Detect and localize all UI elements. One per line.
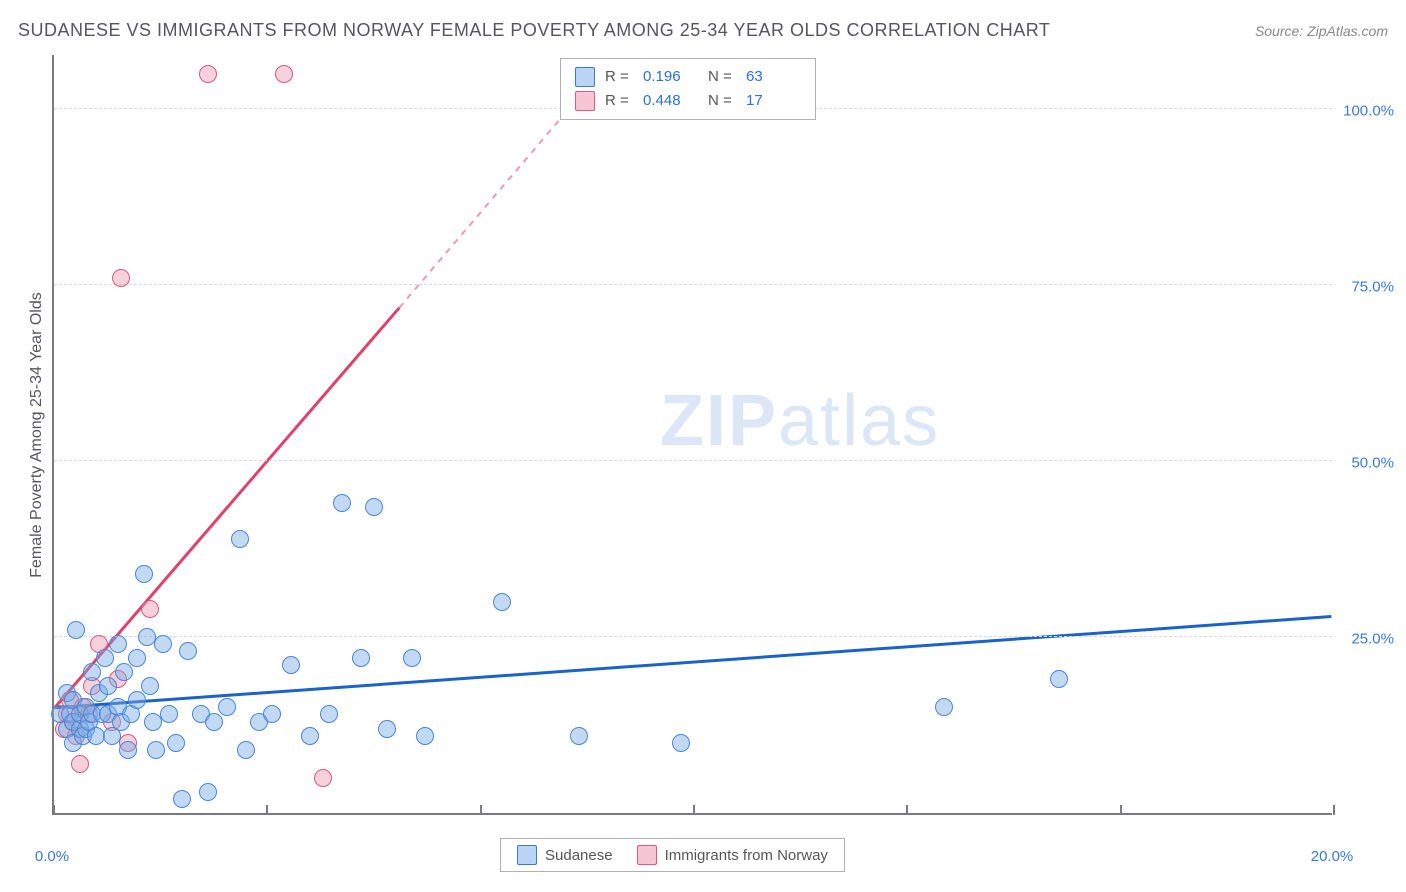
stats-row: R = 0.448 N = 17 [575, 89, 801, 113]
x-tick-label: 0.0% [35, 848, 69, 865]
data-point-blue [301, 727, 319, 745]
x-tick-mark [266, 805, 268, 815]
data-point-blue [365, 498, 383, 516]
data-point-blue [128, 691, 146, 709]
x-tick-label: 20.0% [1311, 848, 1354, 865]
data-point-pink [275, 65, 293, 83]
stat-n-value: 63 [746, 65, 801, 89]
data-point-blue [403, 649, 421, 667]
data-point-blue [135, 565, 153, 583]
stat-n-label: N = [708, 89, 736, 113]
data-point-pink [141, 600, 159, 618]
data-point-blue [109, 635, 127, 653]
data-point-blue [179, 642, 197, 660]
legend-item: Immigrants from Norway [637, 845, 828, 865]
data-point-blue [416, 727, 434, 745]
y-axis-label: Female Poverty Among 25-34 Year Olds [28, 292, 46, 578]
data-point-blue [99, 677, 117, 695]
data-point-blue [141, 677, 159, 695]
x-tick-mark [480, 805, 482, 815]
data-point-blue [115, 663, 133, 681]
x-tick-mark [1120, 805, 1122, 815]
data-point-blue [199, 783, 217, 801]
stat-n-label: N = [708, 65, 736, 89]
data-point-blue [378, 720, 396, 738]
data-point-blue [83, 663, 101, 681]
scatter-plot [52, 55, 1332, 815]
data-point-blue [173, 790, 191, 808]
data-point-blue [570, 727, 588, 745]
data-point-blue [218, 698, 236, 716]
data-point-blue [231, 530, 249, 548]
data-point-blue [160, 705, 178, 723]
x-tick-mark [53, 805, 55, 815]
data-point-blue [167, 734, 185, 752]
x-tick-mark [906, 805, 908, 815]
swatch-icon [575, 91, 595, 111]
gridline [54, 460, 1332, 461]
y-tick-label: 50.0% [1324, 455, 1394, 472]
data-point-blue [128, 649, 146, 667]
data-point-blue [96, 649, 114, 667]
stat-r-label: R = [605, 89, 633, 113]
data-point-blue [1050, 670, 1068, 688]
data-point-pink [314, 769, 332, 787]
stats-row: R = 0.196 N = 63 [575, 65, 801, 89]
x-tick-mark [693, 805, 695, 815]
legend-label: Sudanese [545, 847, 613, 864]
data-point-pink [71, 755, 89, 773]
stat-r-value: 0.196 [643, 65, 698, 89]
data-point-blue [493, 593, 511, 611]
swatch-icon [575, 67, 595, 87]
trend-line [55, 616, 1332, 707]
data-point-blue [119, 741, 137, 759]
data-point-blue [67, 621, 85, 639]
swatch-icon [517, 845, 537, 865]
stat-r-label: R = [605, 65, 633, 89]
data-point-blue [935, 698, 953, 716]
data-point-blue [154, 635, 172, 653]
swatch-icon [637, 845, 657, 865]
data-point-blue [320, 705, 338, 723]
data-point-blue [672, 734, 690, 752]
y-tick-label: 100.0% [1324, 103, 1394, 120]
gridline [54, 284, 1332, 285]
y-tick-label: 75.0% [1324, 279, 1394, 296]
chart-title: SUDANESE VS IMMIGRANTS FROM NORWAY FEMAL… [18, 20, 1050, 41]
data-point-pink [112, 269, 130, 287]
source-attribution: Source: ZipAtlas.com [1255, 23, 1388, 39]
data-point-blue [263, 705, 281, 723]
data-point-blue [352, 649, 370, 667]
trend-lines-layer [54, 55, 1332, 813]
data-point-blue [147, 741, 165, 759]
legend-item: Sudanese [517, 845, 613, 865]
data-point-blue [205, 713, 223, 731]
series-legend: Sudanese Immigrants from Norway [500, 838, 845, 872]
gridline [54, 636, 1332, 637]
legend-label: Immigrants from Norway [665, 847, 828, 864]
stat-r-value: 0.448 [643, 89, 698, 113]
stat-n-value: 17 [746, 89, 801, 113]
correlation-stats-box: R = 0.196 N = 63 R = 0.448 N = 17 [560, 58, 816, 120]
data-point-pink [199, 65, 217, 83]
x-tick-mark [1333, 805, 1335, 815]
data-point-blue [333, 494, 351, 512]
data-point-blue [237, 741, 255, 759]
data-point-blue [282, 656, 300, 674]
y-tick-label: 25.0% [1324, 631, 1394, 648]
